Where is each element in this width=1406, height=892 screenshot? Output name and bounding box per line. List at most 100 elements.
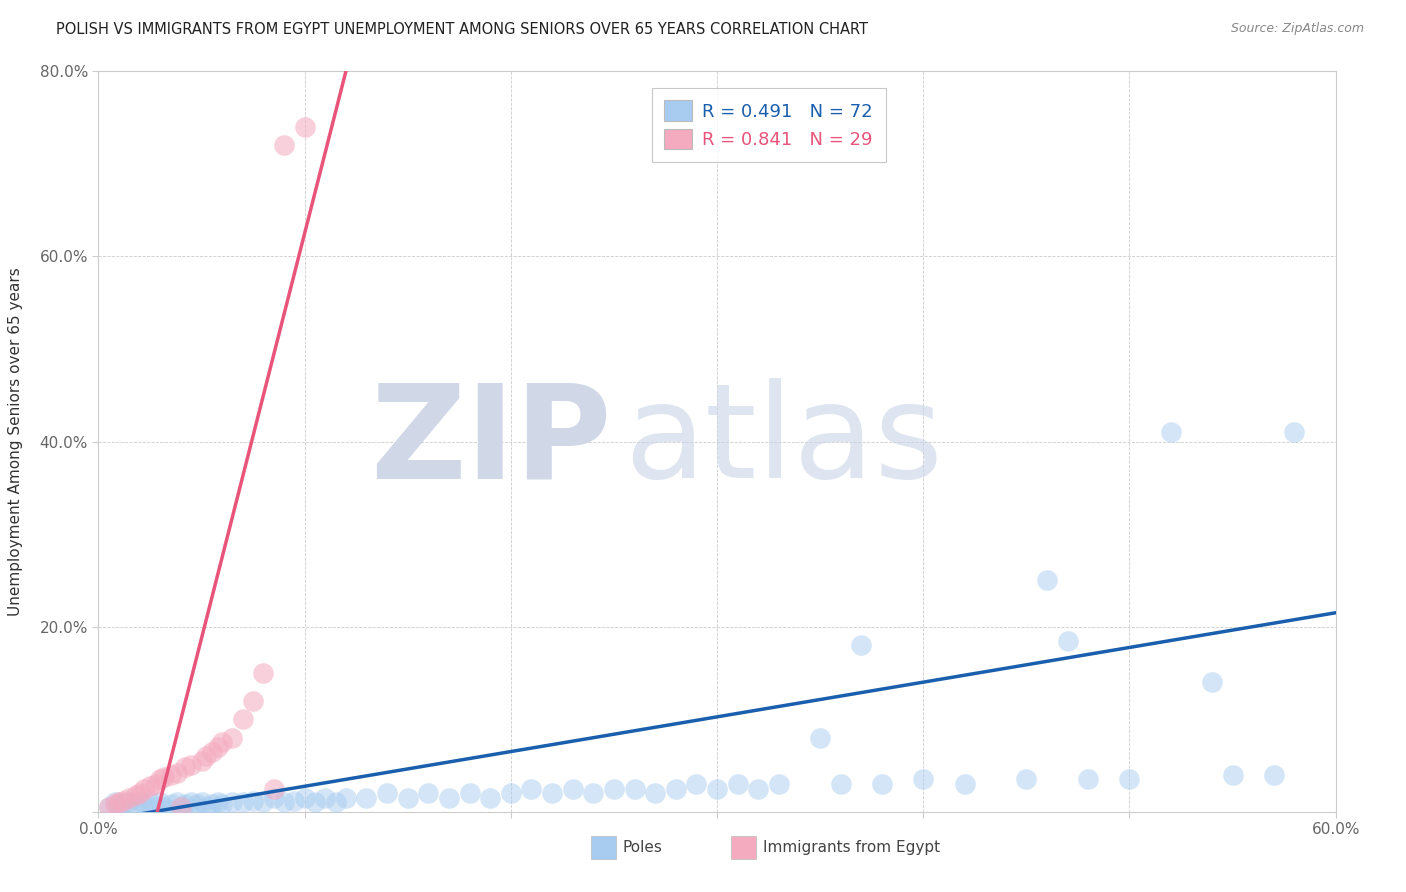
Text: POLISH VS IMMIGRANTS FROM EGYPT UNEMPLOYMENT AMONG SENIORS OVER 65 YEARS CORRELA: POLISH VS IMMIGRANTS FROM EGYPT UNEMPLOY… xyxy=(56,22,869,37)
Point xyxy=(108,796,131,810)
Point xyxy=(603,781,626,796)
Point xyxy=(201,797,224,812)
Point xyxy=(561,781,583,796)
Point xyxy=(194,749,217,764)
Point xyxy=(174,797,197,812)
Point xyxy=(1118,772,1140,787)
Point xyxy=(118,790,141,805)
Point xyxy=(108,800,131,814)
Point xyxy=(112,794,135,808)
Point xyxy=(263,781,285,796)
Point xyxy=(124,800,146,814)
Point xyxy=(851,638,873,652)
Point xyxy=(953,777,976,791)
Point xyxy=(273,796,295,810)
Point xyxy=(304,796,326,810)
Point xyxy=(1263,767,1285,781)
Point xyxy=(118,796,141,810)
Point xyxy=(174,760,197,774)
Point xyxy=(112,797,135,812)
Point xyxy=(207,739,229,754)
Text: Source: ZipAtlas.com: Source: ZipAtlas.com xyxy=(1230,22,1364,36)
Point xyxy=(1036,574,1059,588)
Point xyxy=(808,731,831,745)
Point xyxy=(582,786,605,800)
Text: Poles: Poles xyxy=(623,840,662,855)
Point xyxy=(747,781,769,796)
Point xyxy=(153,800,176,814)
Point xyxy=(325,796,347,810)
Point xyxy=(252,665,274,680)
Point xyxy=(418,786,440,800)
Point xyxy=(153,770,176,784)
Point xyxy=(221,731,243,745)
Point xyxy=(139,796,162,810)
Point xyxy=(149,796,172,810)
Point xyxy=(221,796,243,810)
Legend: R = 0.491   N = 72, R = 0.841   N = 29: R = 0.491 N = 72, R = 0.841 N = 29 xyxy=(652,87,886,162)
Text: Immigrants from Egypt: Immigrants from Egypt xyxy=(763,840,941,855)
Point xyxy=(437,790,460,805)
Point xyxy=(1056,633,1078,648)
Point xyxy=(180,796,202,810)
Point xyxy=(1015,772,1038,787)
Point xyxy=(541,786,564,800)
Point xyxy=(139,779,162,793)
Point xyxy=(356,790,378,805)
Point xyxy=(706,781,728,796)
Point xyxy=(232,796,254,810)
Point xyxy=(768,777,790,791)
Point xyxy=(242,794,264,808)
Point xyxy=(252,796,274,810)
Point xyxy=(194,800,217,814)
Point xyxy=(294,790,316,805)
Y-axis label: Unemployment Among Seniors over 65 years: Unemployment Among Seniors over 65 years xyxy=(8,268,22,615)
Point xyxy=(149,772,172,787)
Point xyxy=(207,796,229,810)
Text: ZIP: ZIP xyxy=(370,378,612,505)
Point xyxy=(190,796,212,810)
Point xyxy=(128,796,150,810)
Point xyxy=(1222,767,1244,781)
Point xyxy=(665,781,688,796)
Point xyxy=(211,797,233,812)
Point xyxy=(283,794,305,808)
Point xyxy=(232,712,254,726)
Point xyxy=(211,735,233,749)
Point xyxy=(294,120,316,134)
Text: atlas: atlas xyxy=(624,378,943,505)
Point xyxy=(104,797,127,812)
Point xyxy=(1201,675,1223,690)
Point xyxy=(499,786,522,800)
Point xyxy=(124,788,146,802)
Point xyxy=(97,800,120,814)
Point xyxy=(314,790,336,805)
Point xyxy=(644,786,666,800)
Point xyxy=(479,790,502,805)
Point xyxy=(1284,425,1306,440)
Point xyxy=(190,754,212,768)
Point xyxy=(166,765,188,780)
Point xyxy=(912,772,935,787)
Point xyxy=(1160,425,1182,440)
Point xyxy=(159,797,181,812)
Point xyxy=(870,777,893,791)
Point xyxy=(623,781,645,796)
Point xyxy=(375,786,398,800)
Point xyxy=(170,800,193,814)
Point xyxy=(201,745,224,759)
Point xyxy=(180,758,202,772)
Point xyxy=(273,138,295,153)
Point xyxy=(159,767,181,781)
Point xyxy=(132,781,155,796)
Point xyxy=(458,786,481,800)
Point xyxy=(1077,772,1099,787)
Point xyxy=(685,777,707,791)
Point xyxy=(727,777,749,791)
Point xyxy=(263,790,285,805)
Point xyxy=(128,786,150,800)
Point xyxy=(97,800,120,814)
Point xyxy=(242,694,264,708)
Point xyxy=(145,777,167,791)
Point xyxy=(145,800,167,814)
